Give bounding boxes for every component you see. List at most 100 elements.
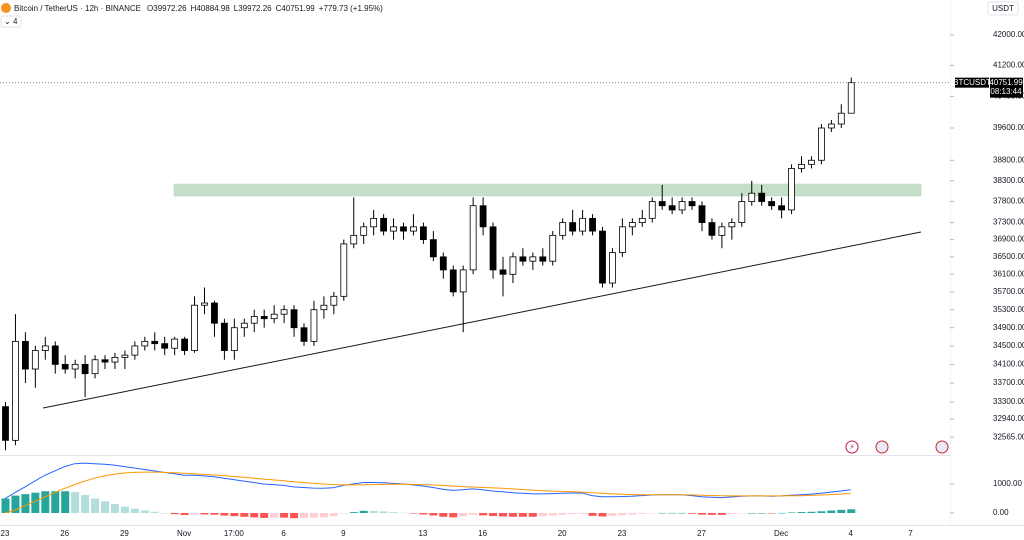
- candle-body: [12, 340, 19, 441]
- histogram-bar: [309, 512, 318, 518]
- histogram-bar: [230, 512, 239, 517]
- ohlc-prefix: C: [276, 4, 282, 13]
- histogram-bar: [449, 512, 458, 518]
- candle-body: [21, 340, 29, 370]
- candle-body: [260, 316, 268, 320]
- ohlc-prefix: O: [147, 4, 153, 13]
- change-label: +779.73 (+1.95%): [319, 4, 383, 13]
- y-tick-label: 41200.00: [993, 60, 1024, 69]
- histogram-bar: [737, 512, 746, 514]
- candle-body: [400, 226, 407, 232]
- ohlc-prefix: H: [191, 4, 197, 13]
- symbol-tag: [955, 77, 989, 88]
- candle-body: [71, 363, 79, 370]
- candle-body: [390, 226, 397, 232]
- candle-body: [489, 226, 497, 271]
- histogram-bar: [658, 512, 667, 514]
- candle-body: [599, 230, 606, 284]
- histogram-bar: [190, 512, 199, 515]
- candle-body: [539, 256, 547, 262]
- candle-body: [220, 322, 228, 351]
- histogram-bar: [120, 506, 129, 513]
- histogram-bar: [329, 512, 338, 517]
- y-tick-label: 33700.00: [993, 378, 1024, 387]
- candle-body: [459, 269, 467, 293]
- histogram-bar: [548, 512, 557, 516]
- y-tick-label: 35300.00: [993, 305, 1024, 314]
- histogram-bar: [399, 512, 408, 514]
- currency-button[interactable]: [987, 1, 1019, 16]
- histogram-bar: [528, 512, 537, 517]
- histogram-bar: [300, 512, 308, 518]
- candle-body: [768, 201, 776, 207]
- trend-line: [42, 231, 922, 409]
- candle-body: [648, 201, 656, 219]
- histogram-bar: [469, 512, 478, 515]
- histogram-bar: [270, 512, 279, 518]
- event-icon[interactable]: [935, 440, 949, 454]
- candle-body: [579, 217, 586, 232]
- candle-body: [370, 217, 378, 228]
- histogram-bar: [837, 509, 846, 513]
- histogram-bar: [767, 512, 776, 514]
- histogram-bar: [91, 498, 100, 513]
- y-tick-label: 34100.00: [993, 359, 1024, 368]
- plot-layer: 42000.0041200.0040400.0039600.0038800.00…: [0, 30, 1024, 538]
- histogram-bar: [210, 512, 219, 515]
- histogram-bar: [250, 512, 259, 518]
- countdown: 08:13:44: [990, 87, 1022, 96]
- histogram-bar: [628, 512, 637, 515]
- histogram-bar: [707, 512, 716, 515]
- histogram-bar: [71, 492, 80, 513]
- candle-body: [758, 192, 766, 202]
- candle-body: [2, 406, 9, 441]
- x-tick-label: 6: [281, 529, 286, 538]
- x-tick-label: 20: [558, 529, 567, 538]
- y-tick-label: 1000.00: [993, 479, 1022, 488]
- histogram-bar: [409, 512, 418, 514]
- histogram-bar: [757, 512, 766, 514]
- y-tick-label: 36900.00: [993, 235, 1024, 244]
- y-tick-label: 34900.00: [993, 323, 1024, 332]
- event-icon[interactable]: [875, 440, 889, 454]
- candle-body: [330, 295, 338, 306]
- histogram-bar: [648, 512, 657, 514]
- histogram-bar: [508, 512, 517, 517]
- candle-body: [628, 222, 636, 228]
- candle-body: [310, 309, 318, 342]
- macd-line: [4, 471, 851, 514]
- candle-body: [419, 226, 427, 241]
- histogram-bar: [717, 512, 726, 515]
- candle-body: [638, 217, 646, 223]
- candle-body: [808, 159, 815, 165]
- candle-body: [619, 226, 626, 253]
- event-icon[interactable]: [845, 440, 859, 454]
- histogram-bar: [101, 501, 109, 513]
- candle-body: [171, 338, 179, 349]
- candle-body: [678, 201, 686, 211]
- candle-body: [728, 222, 736, 228]
- histogram-bar: [588, 512, 597, 516]
- histogram-bar: [31, 492, 40, 513]
- x-tick-label: 16: [478, 529, 487, 538]
- x-tick-label: 7: [908, 529, 913, 538]
- y-tick-label: 38800.00: [993, 155, 1024, 164]
- candle-body: [479, 205, 487, 228]
- candle-body: [748, 192, 756, 202]
- candle-body: [201, 302, 208, 306]
- histogram-bar: [160, 512, 169, 514]
- y-tick-label: 32565.00: [993, 432, 1024, 441]
- histogram-bar: [110, 504, 119, 513]
- candle-body: [240, 322, 248, 329]
- candle-body: [708, 222, 716, 236]
- candle-body: [668, 205, 676, 211]
- histogram-bar: [51, 491, 60, 513]
- indicator-toggle[interactable]: [0, 15, 22, 28]
- candle-body: [847, 82, 855, 114]
- histogram-bar: [339, 512, 348, 514]
- candle-body: [827, 123, 835, 129]
- candle-body: [31, 350, 39, 370]
- price-tag: [990, 77, 1023, 98]
- histogram-bar: [180, 512, 189, 516]
- candle-body: [61, 363, 69, 370]
